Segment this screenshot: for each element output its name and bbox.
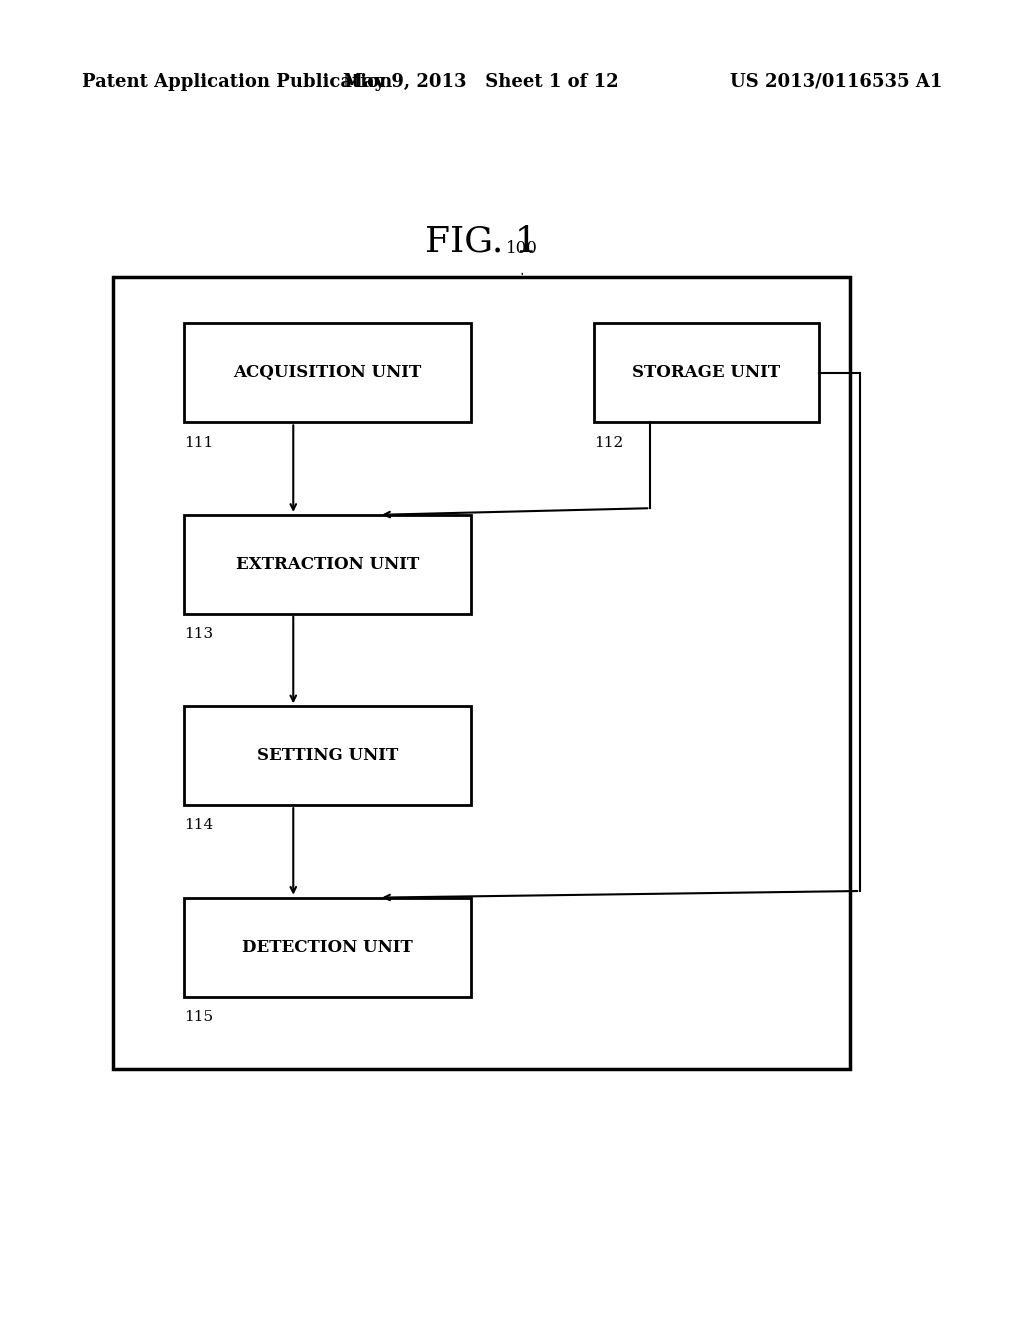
Text: FIG. 1: FIG. 1 <box>425 224 538 259</box>
Text: 100: 100 <box>506 240 539 257</box>
Text: 115: 115 <box>184 1010 213 1024</box>
Text: STORAGE UNIT: STORAGE UNIT <box>633 364 780 381</box>
FancyBboxPatch shape <box>594 323 819 422</box>
FancyBboxPatch shape <box>184 515 471 614</box>
Text: May 9, 2013   Sheet 1 of 12: May 9, 2013 Sheet 1 of 12 <box>343 73 620 91</box>
Text: 112: 112 <box>594 436 624 450</box>
FancyBboxPatch shape <box>113 277 850 1069</box>
FancyBboxPatch shape <box>184 323 471 422</box>
Text: Patent Application Publication: Patent Application Publication <box>82 73 392 91</box>
Text: 114: 114 <box>184 818 214 833</box>
FancyBboxPatch shape <box>184 898 471 997</box>
Text: 113: 113 <box>184 627 213 642</box>
Text: US 2013/0116535 A1: US 2013/0116535 A1 <box>730 73 942 91</box>
Text: ACQUISITION UNIT: ACQUISITION UNIT <box>233 364 422 381</box>
Text: SETTING UNIT: SETTING UNIT <box>257 747 398 764</box>
Text: 111: 111 <box>184 436 214 450</box>
Text: DETECTION UNIT: DETECTION UNIT <box>243 939 413 956</box>
FancyBboxPatch shape <box>184 706 471 805</box>
Text: EXTRACTION UNIT: EXTRACTION UNIT <box>237 556 419 573</box>
